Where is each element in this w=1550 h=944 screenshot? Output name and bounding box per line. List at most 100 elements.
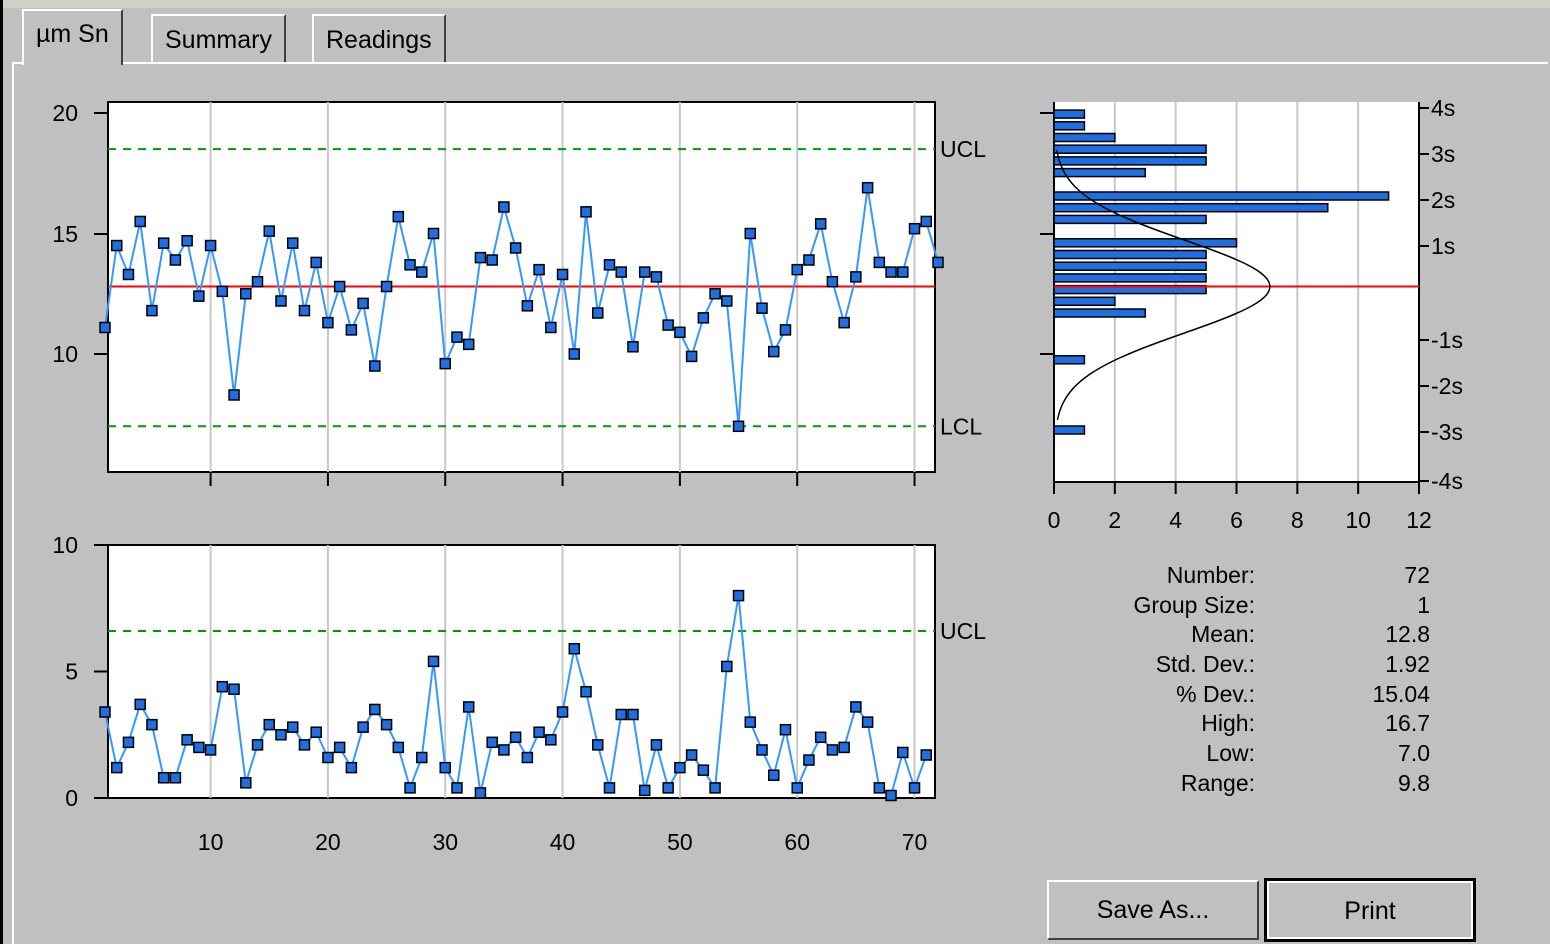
histogram-bar — [1053, 355, 1086, 365]
individuals-data-point — [850, 271, 862, 283]
moving-range-data-point — [392, 741, 405, 754]
moving-range-data-point — [627, 708, 639, 721]
moving-range-data-point — [322, 751, 334, 764]
stat-label-high: High: — [1201, 710, 1255, 737]
individuals-data-point — [369, 360, 381, 372]
moving-range-data-point — [885, 789, 897, 802]
moving-range-data-point — [603, 782, 616, 794]
moving-range-data-point — [568, 642, 581, 655]
individuals-data-point — [709, 288, 721, 300]
moving-range-data-point — [826, 744, 839, 756]
stat-value-range: 9.8 — [1398, 769, 1430, 796]
moving-range-data-point — [779, 723, 792, 736]
moving-range-data-point — [122, 736, 135, 749]
individuals-data-point — [509, 242, 522, 254]
individuals-data-point — [814, 218, 827, 230]
individuals-data-point — [134, 215, 146, 228]
individuals-ucl-label: UCL — [940, 136, 986, 162]
individuals-data-point — [803, 254, 815, 266]
moving-range-data-point — [204, 744, 217, 756]
moving-range-data-point — [380, 718, 393, 731]
individuals-data-point — [439, 357, 451, 370]
individuals-data-point — [263, 225, 276, 237]
stat-value-mean: 12.8 — [1385, 621, 1430, 648]
individuals-data-point — [920, 215, 933, 228]
moving-range-data-point — [721, 660, 733, 673]
moving-range-data-point — [521, 751, 534, 764]
moving-range-data-point — [732, 589, 745, 602]
histogram-bar — [1053, 249, 1207, 260]
moving-range-data-point — [99, 706, 111, 718]
individuals-data-point — [603, 259, 616, 271]
print-button[interactable]: Print — [1264, 878, 1476, 942]
histogram-x-tick-label: 4 — [1169, 507, 1182, 533]
individuals-data-point — [146, 304, 158, 317]
histogram-bar — [1053, 167, 1146, 178]
individuals-data-point — [99, 321, 111, 334]
moving-range-x-tick-label: 10 — [198, 829, 224, 855]
moving-range-x-tick-label: 20 — [315, 829, 341, 855]
moving-range-data-point — [169, 772, 182, 784]
moving-range-data-point — [580, 685, 592, 698]
individuals-data-point — [275, 295, 287, 307]
histogram-bar — [1053, 425, 1086, 435]
individuals-data-point — [181, 234, 193, 247]
moving-range-x-tick-label: 30 — [432, 829, 458, 855]
moving-range-data-point — [650, 739, 663, 751]
moving-range-data-point — [509, 731, 522, 744]
tab-readings[interactable]: Readings — [312, 14, 446, 62]
individuals-data-point — [427, 227, 440, 240]
histogram-bar — [1053, 109, 1086, 119]
histogram-bar — [1053, 202, 1329, 213]
moving-range-y-tick-label: 0 — [65, 785, 78, 811]
moving-range-data-point — [369, 703, 381, 716]
moving-range-data-point — [462, 701, 475, 713]
moving-range-data-point — [439, 761, 451, 774]
tab-summary[interactable]: Summary — [151, 14, 286, 62]
histogram-chart: 0 2 4 6 8 10 12 4s 3s 2s 1s -1s -2s -3s -4s — [1040, 95, 1463, 533]
moving-range-data-point — [286, 721, 299, 733]
individuals-data-point — [897, 266, 909, 278]
individuals-y-tick-label: 20 — [52, 100, 78, 126]
individuals-data-point — [204, 239, 217, 252]
individuals-y-tick-label: 15 — [52, 221, 78, 247]
histogram-sigma-label: -3s — [1431, 419, 1463, 445]
moving-range-data-point — [146, 718, 158, 731]
moving-range-data-point — [416, 751, 428, 764]
moving-range-data-point — [744, 716, 757, 728]
individuals-data-point — [333, 280, 346, 293]
individuals-data-point — [627, 341, 639, 353]
individuals-data-point — [110, 239, 123, 252]
histogram-bar — [1053, 121, 1086, 131]
moving-range-data-point — [357, 721, 369, 733]
individuals-data-point — [404, 259, 416, 271]
moving-range-data-point — [556, 706, 569, 718]
moving-range-data-point — [533, 726, 545, 738]
histogram-x-tick-label: 2 — [1108, 507, 1121, 533]
stat-label-mean: Mean: — [1191, 621, 1255, 648]
moving-range-data-point — [404, 782, 416, 794]
histogram-x-tick-label: 0 — [1048, 507, 1061, 533]
tab-um-sn[interactable]: µm Sn — [22, 9, 123, 65]
moving-range-data-point — [662, 782, 674, 794]
moving-range-data-point — [685, 749, 698, 761]
stats-values: 72 1 12.8 1.92 15.04 16.7 7.0 9.8 — [1290, 562, 1430, 800]
save-as-button[interactable]: Save As... — [1047, 880, 1259, 940]
individuals-data-point — [310, 256, 322, 269]
moving-range-data-point — [498, 744, 510, 756]
moving-range-x-tick-label: 40 — [550, 829, 576, 855]
moving-range-data-point — [345, 761, 358, 774]
moving-range-data-point — [110, 761, 123, 774]
moving-range-data-point — [251, 739, 264, 751]
moving-range-data-point — [920, 749, 933, 761]
individuals-data-point — [240, 288, 252, 300]
histogram-bar — [1053, 296, 1116, 307]
stat-value-low: 7.0 — [1398, 740, 1430, 767]
moving-range-data-point — [240, 777, 252, 789]
individuals-data-point — [345, 324, 358, 336]
moving-range-data-point — [767, 769, 780, 781]
individuals-data-point — [885, 266, 897, 278]
moving-range-data-point — [451, 782, 463, 794]
moving-range-data-point — [298, 739, 311, 751]
